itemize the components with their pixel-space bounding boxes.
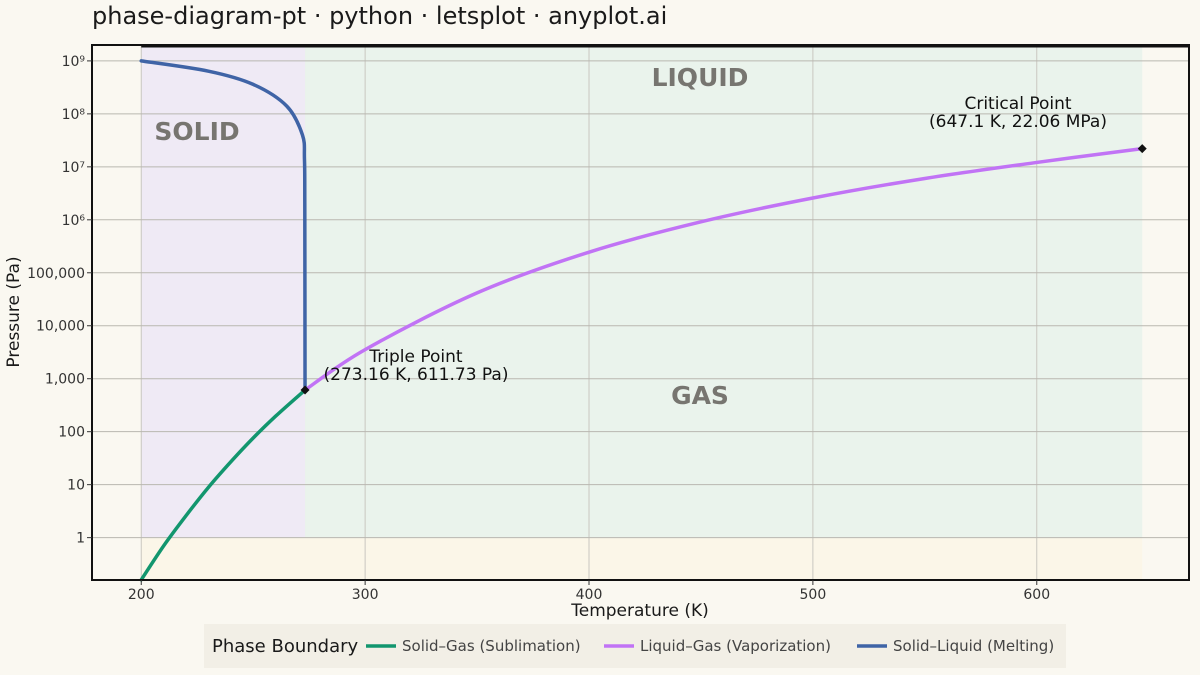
- y-tick-label-0: 1: [76, 531, 85, 547]
- special-points: [300, 144, 1147, 395]
- phase-boundary-curves: [139, 59, 1144, 582]
- curve-melting: [139, 59, 307, 392]
- curve-sublimation: [139, 388, 307, 582]
- critical-point-coordinates: (647.1 K, 22.06 MPa): [929, 112, 1107, 132]
- legend-label-2: Solid–Liquid (Melting): [893, 637, 1054, 655]
- plot-border: [91, 44, 1190, 581]
- x-tick-label-3: 500: [800, 587, 827, 603]
- y-tick-label-1: 10: [67, 478, 85, 494]
- point-annotations: Triple Point(273.16 K, 611.73 Pa) Critica…: [324, 94, 1107, 385]
- x-tick-label-2: 400: [576, 587, 603, 603]
- triple-point-coordinates: (273.16 K, 611.73 Pa): [324, 365, 509, 385]
- legend: Phase Boundary Solid–Gas (Sublimation) Li…: [204, 624, 1066, 668]
- region-label-solid: SOLID: [154, 117, 239, 146]
- y-tick-label-7: 10⁷: [62, 160, 85, 176]
- critical-point-label: Critical Point: [964, 94, 1071, 114]
- y-axis-title: Pressure (Pa): [4, 256, 24, 367]
- liquid-gas-region: [305, 45, 1143, 538]
- curve-vaporization: [303, 146, 1144, 392]
- solid-region: [141, 45, 306, 538]
- x-axis-ticks: 200 300 400 500 600: [128, 580, 1050, 603]
- triple-point-label: Triple Point: [368, 347, 463, 367]
- y-tick-label-6: 10⁶: [62, 213, 86, 229]
- region-label-gas: GAS: [671, 381, 729, 410]
- x-tick-label-0: 200: [128, 587, 155, 603]
- x-tick-label-1: 300: [352, 587, 379, 603]
- x-axis-title: Temperature (K): [570, 601, 709, 621]
- y-tick-label-3: 1,000: [45, 372, 85, 388]
- y-tick-label-2: 100: [58, 425, 85, 441]
- legend-label-0: Solid–Gas (Sublimation): [402, 637, 581, 655]
- region-label-liquid: LIQUID: [652, 63, 749, 92]
- y-tick-label-5: 100,000: [27, 266, 85, 282]
- grid-lines: [92, 44, 1189, 580]
- phase-regions: [141, 45, 1143, 580]
- y-axis-ticks: 1 10 100 1,000 10,000 100,000 10⁶ 10⁷ 10⁸ 10⁹: [27, 54, 92, 547]
- x-tick-label-4: 600: [1023, 587, 1050, 603]
- legend-label-1: Liquid–Gas (Vaporization): [640, 637, 831, 655]
- y-tick-label-9: 10⁹: [62, 54, 86, 70]
- triple-point-marker: [300, 385, 310, 395]
- legend-box: [204, 624, 1066, 668]
- legend-title: Phase Boundary: [212, 636, 359, 657]
- chart-title: phase-diagram-pt · python · letsplot · a…: [92, 2, 667, 30]
- critical-point-marker: [1137, 144, 1147, 154]
- y-tick-label-8: 10⁸: [62, 107, 86, 123]
- below-region: [141, 537, 1143, 580]
- y-tick-label-4: 10,000: [36, 319, 85, 335]
- region-labels: SOLID LIQUID GAS: [154, 63, 748, 410]
- legend-items: Solid–Gas (Sublimation) Liquid–Gas (Vapor…: [366, 637, 1054, 655]
